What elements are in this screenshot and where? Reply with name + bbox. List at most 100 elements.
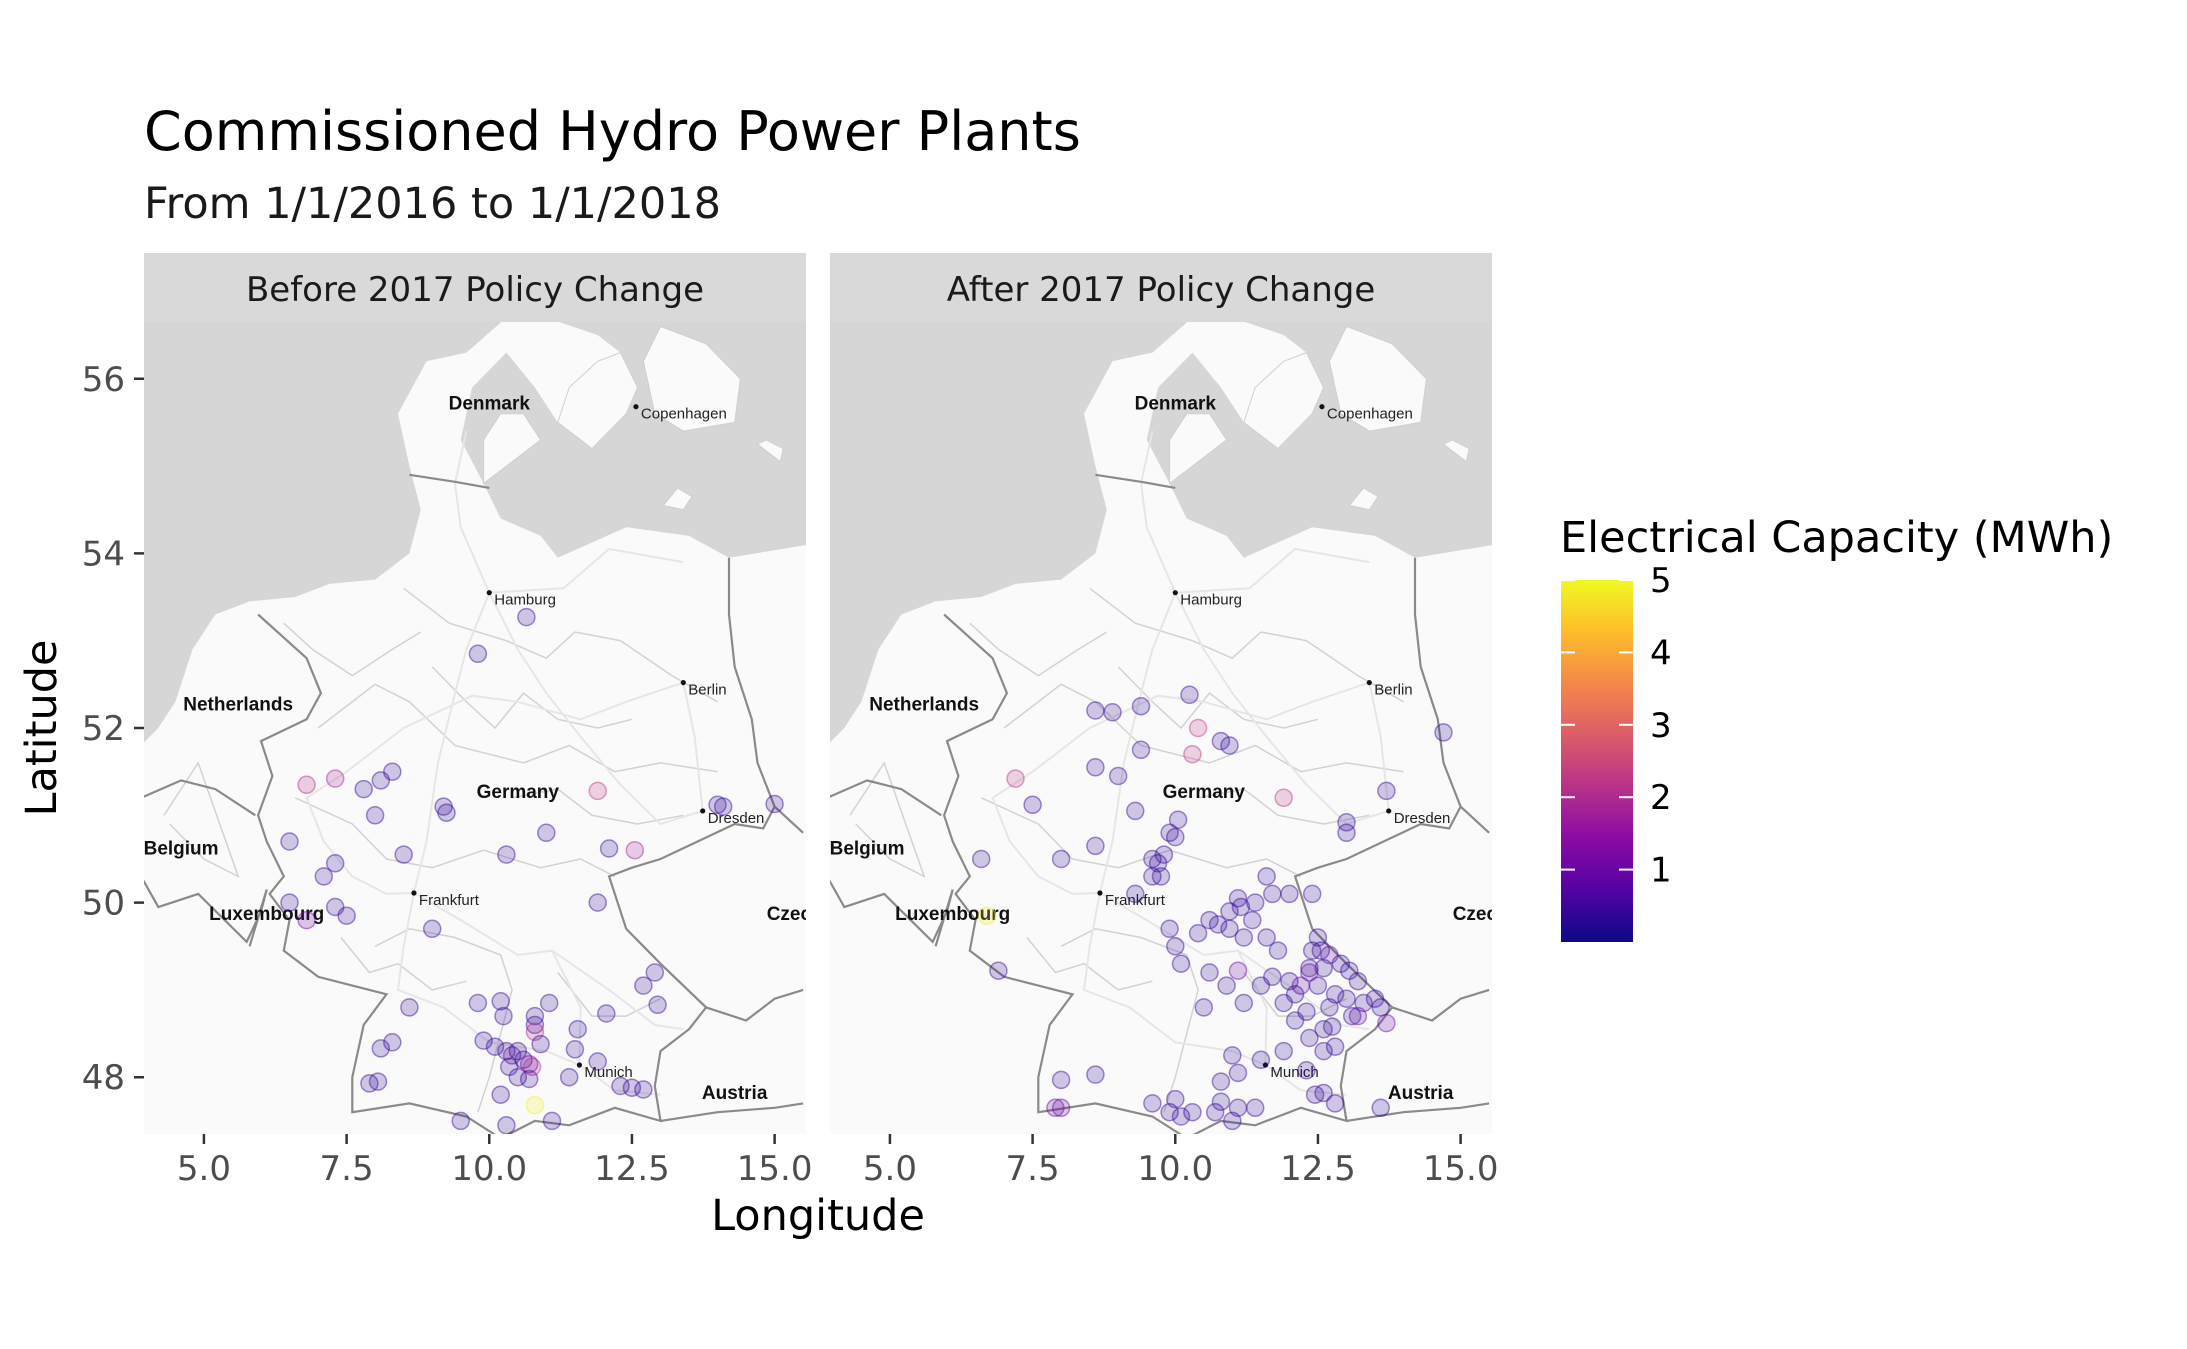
plant-point bbox=[1257, 928, 1276, 947]
plant-point bbox=[1220, 902, 1239, 921]
plant-point bbox=[1168, 810, 1188, 829]
country-border bbox=[1459, 805, 1490, 834]
plant-point bbox=[588, 893, 607, 912]
state-border bbox=[403, 587, 718, 703]
country-border bbox=[660, 1102, 804, 1122]
plant-point bbox=[314, 867, 334, 886]
plant-point bbox=[1086, 701, 1105, 720]
plant-point bbox=[508, 1067, 528, 1087]
country-label: Netherlands bbox=[869, 695, 979, 716]
country-border bbox=[1095, 473, 1176, 489]
city-dot bbox=[1172, 590, 1178, 596]
plant-point bbox=[1131, 740, 1151, 760]
island bbox=[756, 439, 784, 463]
road bbox=[578, 1064, 661, 1096]
plant-point bbox=[1151, 867, 1171, 886]
plant-point bbox=[1263, 967, 1282, 987]
plant-point bbox=[297, 775, 316, 795]
plant-point bbox=[1354, 993, 1373, 1013]
plant-point bbox=[400, 998, 419, 1017]
plant-point bbox=[1171, 954, 1191, 973]
plant-point bbox=[559, 1067, 579, 1087]
road bbox=[489, 547, 684, 594]
city-dot bbox=[1386, 808, 1392, 814]
plant-point bbox=[1103, 703, 1122, 722]
road bbox=[453, 430, 491, 594]
city-label: Dresden bbox=[1394, 810, 1451, 827]
country-label: Czec bbox=[1453, 904, 1498, 925]
plant-point bbox=[280, 893, 299, 912]
city-label: Dresden bbox=[708, 810, 765, 827]
plant-point bbox=[588, 781, 607, 801]
plant-point bbox=[514, 1050, 533, 1070]
country-border bbox=[773, 805, 804, 834]
plant-point bbox=[1337, 823, 1356, 843]
plant-point bbox=[568, 1019, 587, 1039]
plant-point bbox=[525, 1015, 545, 1035]
plant-point bbox=[1251, 976, 1271, 995]
plant-point bbox=[1143, 1094, 1162, 1113]
y-axis: 48 50 52 54 56 bbox=[82, 360, 144, 1098]
city-dot bbox=[1262, 1062, 1269, 1068]
plant-point bbox=[1274, 1041, 1293, 1061]
country-label: Denmark bbox=[1135, 393, 1217, 414]
colorbar-label: 4 bbox=[1650, 633, 1672, 673]
plant-point bbox=[325, 897, 345, 917]
plant-point bbox=[499, 1057, 519, 1077]
plant-point bbox=[1297, 1061, 1316, 1080]
plant-point bbox=[1051, 1070, 1071, 1090]
plant-point bbox=[1325, 1094, 1345, 1113]
country-label: Germany bbox=[477, 782, 560, 803]
plant-point bbox=[1086, 1065, 1105, 1084]
plant-point bbox=[1314, 1019, 1333, 1039]
island bbox=[662, 487, 693, 511]
plant-point bbox=[542, 1111, 562, 1131]
plant-point bbox=[1280, 971, 1299, 991]
plant-point bbox=[1108, 766, 1128, 786]
plant-point bbox=[645, 963, 665, 982]
country-border bbox=[256, 557, 776, 1134]
plant-point bbox=[337, 906, 356, 925]
plant-point bbox=[1148, 854, 1168, 873]
island bbox=[557, 351, 639, 450]
city-label: Copenhagen bbox=[1327, 406, 1413, 423]
plant-point bbox=[519, 1054, 539, 1074]
plant-point bbox=[1223, 1111, 1242, 1131]
plant-point bbox=[708, 795, 727, 815]
plant-point bbox=[1166, 937, 1185, 956]
plant-point bbox=[1006, 769, 1025, 788]
plant-point bbox=[1245, 893, 1265, 912]
country-label: Luxembourg bbox=[895, 904, 1010, 925]
plant-point bbox=[491, 1085, 510, 1104]
road bbox=[488, 592, 703, 826]
plant-point bbox=[531, 1034, 550, 1054]
x-tick-label: 10.0 bbox=[1137, 1149, 1213, 1189]
state-border bbox=[163, 761, 240, 878]
city-label: Frankfurt bbox=[419, 892, 480, 909]
facet-strip bbox=[830, 253, 1492, 322]
plant-point bbox=[383, 1033, 402, 1052]
country-label: Luxembourg bbox=[209, 904, 324, 925]
city-dot bbox=[1097, 890, 1103, 896]
country-label: Netherlands bbox=[183, 695, 293, 716]
country-label: Belgium bbox=[144, 839, 219, 860]
y-tick-label: 56 bbox=[82, 360, 125, 400]
city-dot bbox=[1319, 404, 1325, 410]
road bbox=[1098, 592, 1177, 894]
city-label: Hamburg bbox=[1180, 592, 1242, 609]
plant-point bbox=[1211, 1072, 1231, 1091]
island bbox=[483, 413, 542, 485]
x-tick-label: 5.0 bbox=[177, 1149, 231, 1189]
city-dot bbox=[486, 590, 492, 596]
plant-point bbox=[325, 854, 345, 873]
plant-point bbox=[383, 762, 402, 781]
road bbox=[413, 892, 582, 1066]
city-dot bbox=[700, 808, 706, 814]
colorbar-label: 1 bbox=[1650, 851, 1672, 891]
road bbox=[992, 681, 1370, 799]
plant-point bbox=[1188, 718, 1208, 738]
plant-point bbox=[1297, 1002, 1316, 1022]
plant-point bbox=[588, 1052, 607, 1071]
chart-subtitle: From 1/1/2016 to 1/1/2018 bbox=[144, 179, 721, 229]
